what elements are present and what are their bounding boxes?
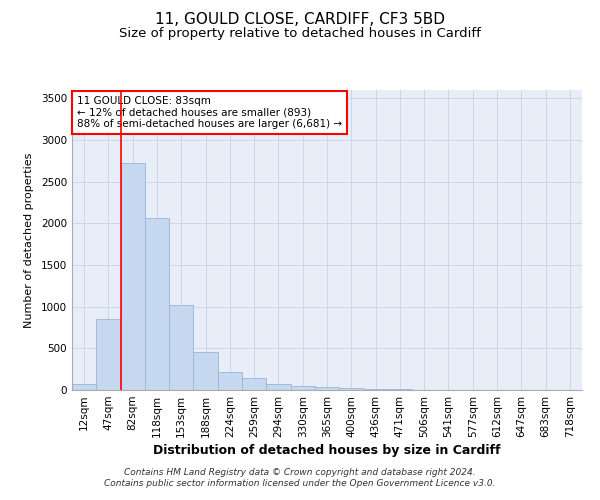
Text: 11 GOULD CLOSE: 83sqm
← 12% of detached houses are smaller (893)
88% of semi-det: 11 GOULD CLOSE: 83sqm ← 12% of detached … xyxy=(77,96,342,129)
X-axis label: Distribution of detached houses by size in Cardiff: Distribution of detached houses by size … xyxy=(153,444,501,457)
Bar xyxy=(193,352,218,390)
Text: Size of property relative to detached houses in Cardiff: Size of property relative to detached ho… xyxy=(119,28,481,40)
Bar xyxy=(218,372,242,390)
Bar xyxy=(169,305,193,390)
Bar xyxy=(290,386,315,390)
Bar xyxy=(96,319,121,390)
Bar xyxy=(121,162,145,390)
Bar xyxy=(145,218,169,390)
Bar xyxy=(315,387,339,390)
Bar xyxy=(266,384,290,390)
Y-axis label: Number of detached properties: Number of detached properties xyxy=(24,152,34,328)
Bar xyxy=(388,389,412,390)
Text: Contains HM Land Registry data © Crown copyright and database right 2024.
Contai: Contains HM Land Registry data © Crown c… xyxy=(104,468,496,487)
Bar xyxy=(72,384,96,390)
Text: 11, GOULD CLOSE, CARDIFF, CF3 5BD: 11, GOULD CLOSE, CARDIFF, CF3 5BD xyxy=(155,12,445,28)
Bar xyxy=(339,388,364,390)
Bar xyxy=(364,388,388,390)
Bar xyxy=(242,378,266,390)
